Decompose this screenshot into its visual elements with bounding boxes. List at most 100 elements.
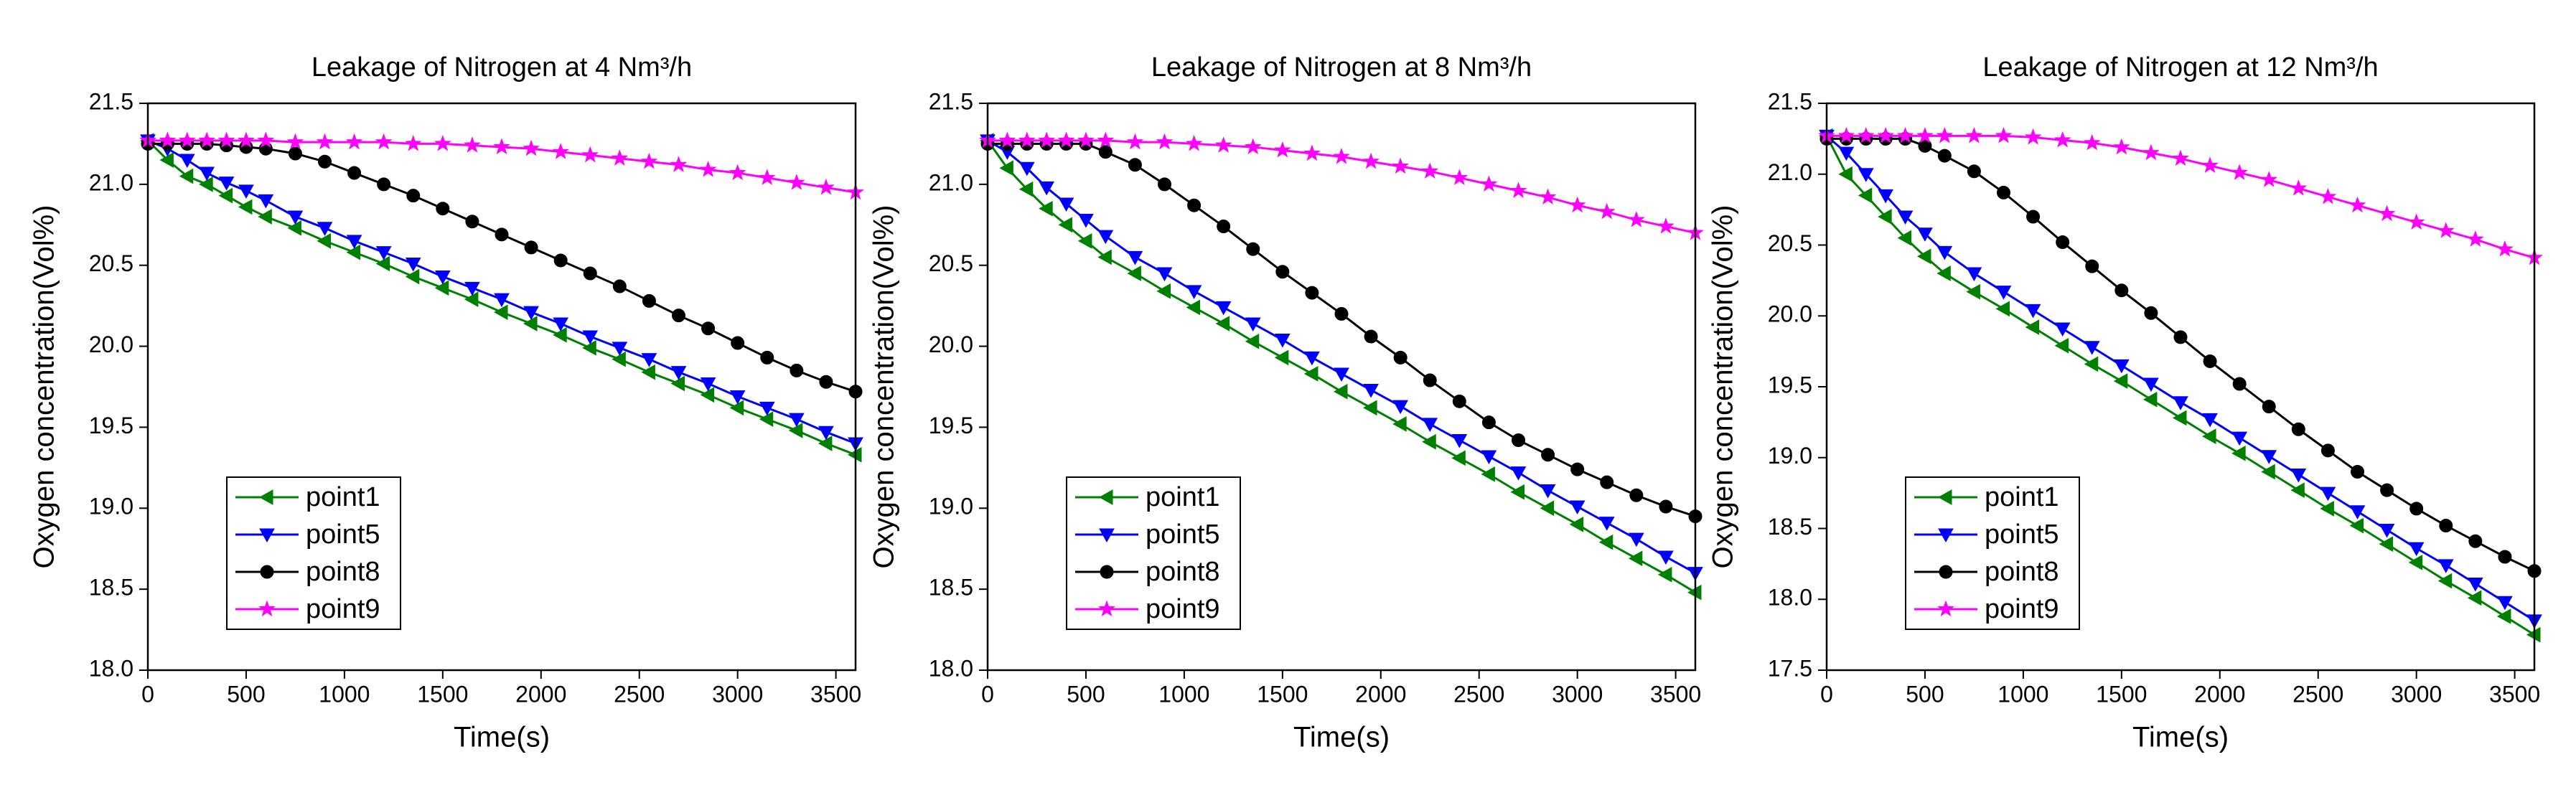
marker [1156, 133, 1174, 150]
legend-label: point9 [1146, 594, 1220, 624]
legend-box [1066, 476, 1241, 630]
y-tick-label: 21.0 [89, 169, 134, 195]
marker [701, 321, 716, 336]
marker [1569, 517, 1584, 532]
marker [2056, 235, 2070, 250]
marker [1333, 148, 1350, 164]
marker [2025, 304, 2041, 319]
marker [404, 134, 422, 151]
marker [436, 202, 450, 216]
marker [434, 280, 449, 296]
marker [218, 177, 235, 191]
x-tick-label: 1000 [319, 681, 370, 707]
marker [2142, 391, 2158, 408]
marker [2349, 505, 2366, 519]
marker [2380, 483, 2394, 497]
marker [1185, 134, 1203, 151]
marker [286, 133, 304, 150]
marker [788, 413, 805, 428]
marker [641, 364, 655, 380]
y-tick-label: 20.5 [1768, 230, 1812, 256]
marker [1100, 565, 1114, 579]
marker [316, 133, 334, 150]
marker [238, 199, 253, 215]
marker [2496, 240, 2514, 257]
marker [1097, 230, 1114, 245]
legend-label: point8 [1146, 557, 1220, 587]
marker [998, 131, 1016, 149]
marker [1658, 550, 1674, 565]
marker [1936, 265, 1951, 281]
y-tick-label: 18.0 [89, 655, 134, 681]
marker [524, 240, 538, 255]
chart-title: Leakage of Nitrogen at 4 Nm³/h [312, 52, 692, 83]
legend-box [226, 476, 401, 630]
x-tick-label: 1500 [2096, 681, 2147, 707]
marker [2291, 422, 2305, 436]
marker [218, 187, 233, 204]
marker [1896, 126, 1914, 144]
marker [1364, 329, 1378, 344]
marker [672, 309, 685, 323]
y-axis-label: Oxygen concentration(Vol%) [1708, 205, 1739, 569]
marker [787, 174, 805, 190]
marker [1077, 131, 1095, 149]
chart: Leakage of Nitrogen at 12 Nm³/h Time(s) Ox… [1708, 52, 2543, 753]
marker [1838, 166, 1853, 182]
legend-label: point8 [1985, 557, 2059, 587]
marker [1098, 600, 1115, 617]
y-tick-label: 18.5 [929, 575, 973, 601]
marker [1186, 299, 1201, 316]
marker [553, 253, 568, 268]
marker [2467, 590, 2482, 606]
marker [523, 306, 539, 321]
marker [179, 168, 194, 184]
marker [1038, 131, 1056, 149]
marker [2144, 306, 2158, 320]
y-tick-label: 19.0 [1768, 443, 1812, 469]
marker [1627, 211, 1645, 227]
y-tick-label: 21.0 [1768, 159, 1812, 185]
marker [1392, 400, 1409, 415]
marker [1995, 286, 2012, 300]
x-tick-label: 2000 [515, 681, 566, 707]
marker [2439, 519, 2453, 533]
marker [1097, 131, 1115, 149]
marker [699, 161, 717, 177]
x-tick-label: 3500 [1650, 681, 1701, 707]
marker [1659, 499, 1673, 514]
marker [1451, 433, 1468, 448]
marker [1244, 138, 1262, 155]
y-tick-label: 20.0 [1768, 301, 1812, 327]
marker [345, 133, 363, 150]
marker [2202, 428, 2216, 444]
marker [1057, 131, 1075, 149]
marker [1897, 230, 1912, 246]
marker [1423, 373, 1437, 387]
marker [759, 401, 775, 416]
marker [1967, 164, 1981, 179]
marker [2113, 373, 2128, 389]
marker [1245, 317, 1261, 332]
marker [1997, 185, 2010, 199]
marker [1966, 267, 1982, 282]
x-tick-label: 2500 [614, 681, 665, 707]
marker [1965, 126, 1983, 144]
marker [1939, 565, 1953, 579]
marker [999, 160, 1013, 177]
marker [1422, 433, 1436, 450]
marker [818, 178, 835, 195]
marker [2112, 138, 2130, 155]
marker [1275, 265, 1290, 279]
marker [159, 131, 177, 149]
marker [1878, 209, 1892, 225]
marker [760, 350, 774, 365]
marker [1215, 301, 1232, 316]
marker [1509, 182, 1527, 198]
marker [1510, 484, 1524, 500]
marker [159, 152, 174, 168]
marker [1838, 146, 1855, 161]
legend-label: point8 [306, 557, 380, 587]
marker [1657, 217, 1675, 234]
